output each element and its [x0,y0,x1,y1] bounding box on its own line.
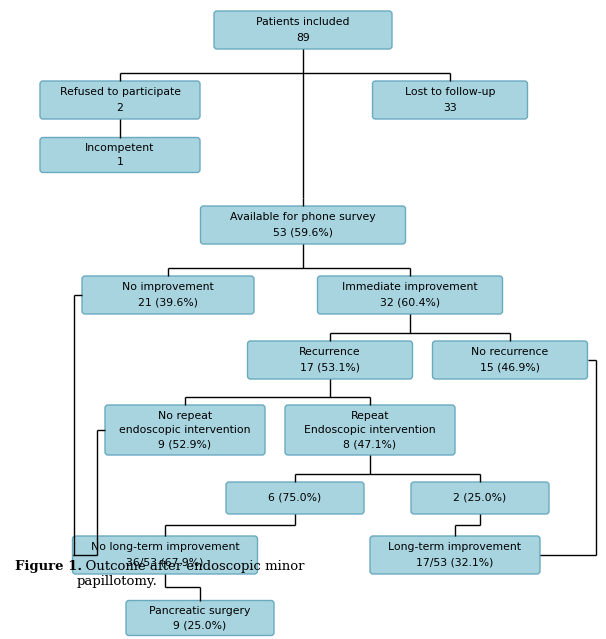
FancyBboxPatch shape [126,601,274,636]
FancyBboxPatch shape [201,206,405,244]
Text: 21 (39.6%): 21 (39.6%) [138,298,198,307]
Text: Repeat: Repeat [351,411,389,420]
Text: 33: 33 [443,103,457,112]
Text: Endoscopic intervention: Endoscopic intervention [304,425,436,435]
FancyBboxPatch shape [247,341,413,379]
Text: 15 (46.9%): 15 (46.9%) [480,362,540,373]
Text: No improvement: No improvement [122,282,214,293]
Text: No repeat: No repeat [158,411,212,420]
Text: No recurrence: No recurrence [471,348,548,357]
Text: Available for phone survey: Available for phone survey [230,212,376,222]
FancyBboxPatch shape [82,276,254,314]
Text: Figure 1.: Figure 1. [15,560,82,573]
Text: 2: 2 [116,103,124,112]
Text: Immediate improvement: Immediate improvement [342,282,478,293]
FancyBboxPatch shape [433,341,587,379]
FancyBboxPatch shape [373,81,527,119]
Text: Lost to follow-up: Lost to follow-up [405,88,495,97]
FancyBboxPatch shape [226,482,364,514]
Text: Refused to participate: Refused to participate [59,88,181,97]
Text: 9 (25.0%): 9 (25.0%) [173,620,227,630]
Text: 1: 1 [116,157,124,167]
FancyBboxPatch shape [105,405,265,455]
Text: 8 (47.1%): 8 (47.1%) [344,439,396,449]
Text: 53 (59.6%): 53 (59.6%) [273,227,333,238]
Text: 36/53 (67.9%): 36/53 (67.9%) [126,558,204,567]
Text: Recurrence: Recurrence [299,348,361,357]
Text: Patients included: Patients included [256,17,350,27]
FancyBboxPatch shape [318,276,502,314]
FancyBboxPatch shape [73,536,258,574]
FancyBboxPatch shape [40,81,200,119]
FancyBboxPatch shape [40,137,200,173]
Text: 17/53 (32.1%): 17/53 (32.1%) [416,558,494,567]
Text: No long-term improvement: No long-term improvement [91,543,239,552]
Text: Long-term improvement: Long-term improvement [388,543,522,552]
FancyBboxPatch shape [411,482,549,514]
Text: Incompetent: Incompetent [85,143,155,153]
Text: 9 (52.9%): 9 (52.9%) [158,439,211,449]
FancyBboxPatch shape [285,405,455,455]
FancyBboxPatch shape [214,11,392,49]
Text: 17 (53.1%): 17 (53.1%) [300,362,360,373]
Text: endoscopic intervention: endoscopic intervention [119,425,251,435]
Text: 2 (25.0%): 2 (25.0%) [453,493,507,503]
FancyBboxPatch shape [370,536,540,574]
Text: Pancreatic surgery: Pancreatic surgery [149,606,251,616]
Text: Outcome after endoscopic minor
papillotomy.: Outcome after endoscopic minor papilloto… [77,560,304,588]
Text: 89: 89 [296,33,310,43]
Text: 6 (75.0%): 6 (75.0%) [268,493,322,503]
Text: 32 (60.4%): 32 (60.4%) [380,298,440,307]
